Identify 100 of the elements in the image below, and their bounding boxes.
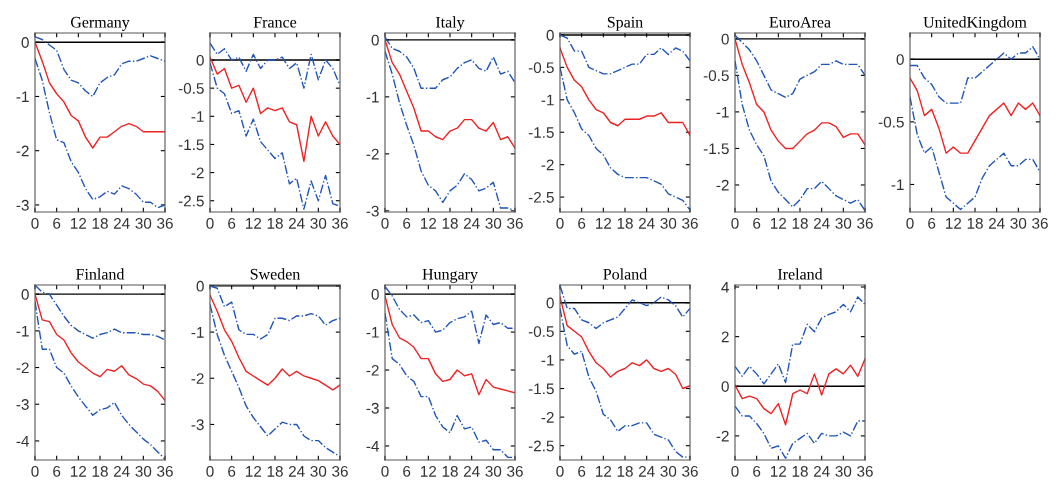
x-tick-label: 12 [946, 217, 962, 229]
x-tick-label: 30 [835, 217, 852, 229]
x-tick-label: 18 [442, 465, 458, 477]
y-tick-label: -1 [366, 91, 379, 103]
line-series [910, 46, 1040, 104]
x-tick-label: 36 [332, 465, 348, 477]
x-tick-label: 0 [556, 465, 564, 477]
line-series [210, 42, 340, 89]
x-tick-label: 6 [403, 217, 411, 229]
x-tick-label: 12 [771, 217, 787, 229]
x-tick-label: 36 [157, 465, 173, 477]
x-tick-label: 12 [246, 217, 262, 229]
x-tick-label: 30 [135, 465, 152, 477]
y-tick-label: -4 [16, 435, 29, 447]
x-tick-label: 12 [246, 465, 262, 477]
x-tick-label: 30 [1010, 217, 1027, 229]
y-tick-label: -0.5 [703, 70, 729, 82]
x-tick-label: 6 [228, 217, 236, 229]
y-tick-label: -2 [366, 148, 379, 160]
x-tick-label: 0 [206, 465, 214, 477]
y-tick-label: -1 [716, 106, 729, 118]
chart-title: Sweden [250, 268, 301, 280]
y-tick-label: -1 [16, 325, 29, 337]
x-tick-label: 30 [485, 465, 502, 477]
chart-title: Germany [70, 16, 130, 31]
x-tick-label: 36 [857, 217, 873, 229]
x-tick-label: 0 [731, 217, 739, 229]
x-tick-label: 30 [835, 465, 852, 477]
y-tick-label: 0 [21, 289, 29, 300]
y-tick-label: -2 [191, 373, 204, 384]
y-tick-label: 0 [546, 297, 554, 309]
x-tick-label: 36 [332, 217, 348, 229]
x-tick-label: 24 [463, 465, 480, 477]
y-tick-label: -2.5 [528, 440, 554, 452]
y-tick-label: -2 [16, 145, 29, 157]
chart-title: Italy [435, 16, 465, 31]
x-tick-label: 6 [578, 465, 586, 477]
y-tick-label: -0.5 [178, 83, 204, 94]
x-tick-label: 30 [310, 465, 327, 477]
x-tick-label: 6 [753, 465, 761, 477]
y-tick-label: -1 [16, 91, 29, 102]
y-tick-label: -2 [366, 364, 379, 376]
x-tick-label: 30 [660, 217, 677, 229]
x-tick-label: 24 [988, 217, 1005, 229]
y-tick-label: 0 [196, 54, 204, 66]
x-tick-label: 6 [578, 217, 586, 229]
y-tick-label: 0 [721, 381, 729, 392]
x-tick-label: 24 [288, 465, 305, 477]
x-tick-label: 24 [113, 217, 130, 229]
y-tick-label: -3 [366, 402, 379, 414]
y-tick-label: 0 [196, 280, 204, 292]
line-series [210, 294, 340, 391]
y-tick-label: 0 [371, 34, 379, 46]
y-tick-label: -3 [16, 199, 29, 211]
y-tick-label: -1 [541, 354, 554, 366]
y-tick-label: -0.5 [528, 326, 554, 338]
chart-title: Ireland [777, 268, 823, 280]
x-tick-label: 36 [682, 465, 698, 477]
y-tick-label: -0.5 [878, 116, 904, 128]
y-tick-label: -0.5 [528, 62, 554, 74]
y-tick-label: -2 [541, 159, 554, 171]
y-tick-label: -2 [716, 179, 729, 191]
y-tick-label: -3 [16, 399, 29, 410]
y-tick-label: -2.5 [528, 191, 554, 203]
x-tick-label: 18 [92, 465, 108, 477]
x-tick-label: 24 [463, 217, 480, 229]
x-tick-label: 12 [596, 217, 612, 229]
x-tick-label: 30 [135, 217, 152, 229]
line-series [560, 47, 690, 137]
y-tick-label: -3 [191, 419, 204, 431]
x-tick-label: 6 [53, 465, 61, 477]
x-tick-label: 18 [967, 217, 983, 229]
x-tick-label: 0 [31, 217, 39, 229]
x-tick-label: 18 [617, 217, 633, 229]
y-tick-label: 0 [21, 37, 29, 48]
y-tick-label: -1.5 [528, 127, 554, 138]
chart-title: UnitedKingdom [923, 16, 1027, 31]
y-tick-label: 0 [721, 33, 729, 45]
x-tick-label: 6 [228, 465, 236, 477]
y-tick-label: 4 [721, 282, 729, 293]
y-tick-label: -1 [891, 179, 904, 190]
x-tick-label: 18 [792, 217, 808, 229]
x-tick-label: 24 [813, 465, 830, 477]
x-tick-label: 0 [556, 217, 564, 229]
x-tick-label: 12 [421, 217, 437, 229]
x-tick-label: 24 [638, 465, 655, 477]
chart-title: Poland [603, 268, 647, 280]
y-tick-label: 0 [371, 288, 379, 300]
line-series [910, 77, 1040, 154]
y-tick-label: -4 [366, 440, 379, 452]
x-tick-label: 12 [71, 217, 87, 229]
y-tick-label: -1.5 [703, 143, 729, 155]
x-tick-label: 18 [617, 465, 633, 477]
x-tick-label: 36 [682, 217, 698, 229]
x-tick-label: 0 [381, 465, 389, 477]
y-tick-label: -2 [16, 362, 29, 374]
line-series [735, 358, 865, 426]
x-tick-label: 0 [206, 217, 214, 229]
x-tick-label: 12 [596, 465, 612, 477]
x-tick-label: 36 [857, 465, 873, 477]
